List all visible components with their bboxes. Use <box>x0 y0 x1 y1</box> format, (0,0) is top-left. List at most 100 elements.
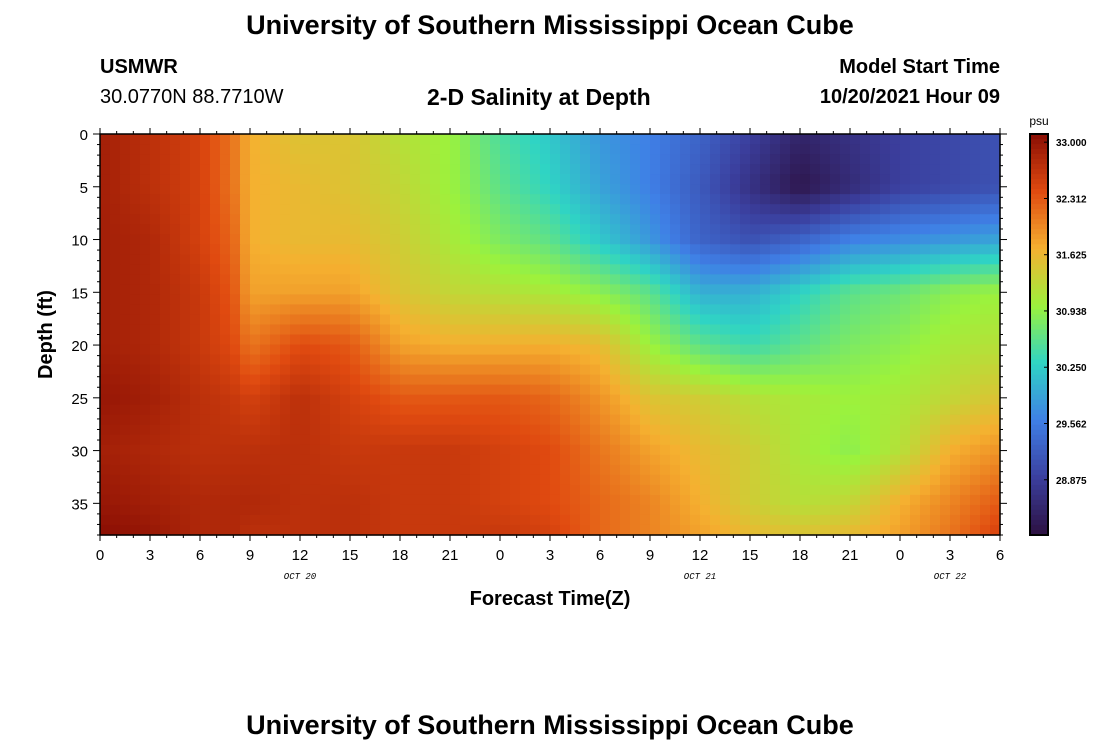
heatmap-cell <box>140 204 151 215</box>
heatmap-cell <box>800 474 811 486</box>
colorbar-segment <box>1030 454 1048 461</box>
heatmap-cell <box>130 394 141 406</box>
heatmap-cell <box>830 284 841 296</box>
heatmap-cell <box>490 174 501 185</box>
heatmap-cell <box>630 324 641 336</box>
heatmap-cell <box>740 374 751 386</box>
heatmap-cell <box>680 314 691 326</box>
heatmap-cell <box>460 164 471 175</box>
heatmap-cell <box>980 354 991 366</box>
heatmap-cell <box>820 194 831 205</box>
heatmap-cell <box>300 264 311 275</box>
heatmap-cell <box>340 504 351 516</box>
heatmap-cell <box>930 454 941 466</box>
heatmap-cell <box>510 484 521 496</box>
colorbar-segment <box>1030 359 1048 366</box>
heatmap-cell <box>690 194 701 205</box>
colorbar-segment <box>1030 244 1048 250</box>
heatmap-cell <box>410 354 421 366</box>
heatmap-cell <box>900 374 911 386</box>
heatmap-cell <box>440 164 451 175</box>
heatmap-cell <box>980 444 991 456</box>
heatmap-cell <box>890 184 901 195</box>
heatmap-cell <box>810 174 821 185</box>
heatmap-cell <box>100 524 111 536</box>
heatmap-cell <box>380 324 391 336</box>
heatmap-cell <box>200 274 211 285</box>
heatmap-cell <box>910 364 921 376</box>
heatmap-cell <box>370 264 381 275</box>
heatmap-cell <box>390 494 401 506</box>
heatmap-cell <box>200 264 211 275</box>
heatmap-cell <box>940 194 951 205</box>
heatmap-cell <box>390 464 401 476</box>
heatmap-cell <box>770 454 781 466</box>
heatmap-cell <box>760 424 771 436</box>
heatmap-cell <box>740 364 751 376</box>
heatmap-cell <box>390 504 401 516</box>
heatmap-cell <box>990 454 1001 466</box>
heatmap-cell <box>260 134 271 145</box>
heatmap-cell <box>200 474 211 486</box>
heatmap-cell <box>520 404 531 416</box>
colorbar-segment <box>1030 494 1048 501</box>
heatmap-cell <box>900 404 911 416</box>
heatmap-cell <box>270 144 281 155</box>
heatmap-cell <box>400 314 411 326</box>
heatmap-cell <box>590 254 601 265</box>
heatmap-cell <box>640 364 651 376</box>
heatmap-cell <box>220 434 231 446</box>
heatmap-cell <box>920 484 931 496</box>
heatmap-cell <box>190 144 201 155</box>
heatmap-cell <box>970 224 981 235</box>
heatmap-cell <box>700 374 711 386</box>
heatmap-cell <box>330 194 341 205</box>
heatmap-cell <box>200 144 211 155</box>
heatmap-cell <box>780 164 791 175</box>
heatmap-cell <box>910 274 921 285</box>
heatmap-cell <box>970 274 981 285</box>
heatmap-cell <box>420 434 431 446</box>
heatmap-cell <box>230 294 241 306</box>
heatmap-cell <box>320 394 331 406</box>
heatmap-cell <box>830 184 841 195</box>
heatmap-cell <box>250 504 261 516</box>
heatmap-cell <box>930 354 941 366</box>
heatmap-cell <box>310 134 321 145</box>
heatmap-cell <box>200 314 211 326</box>
heatmap-cell <box>750 434 761 446</box>
heatmap-cell <box>910 134 921 145</box>
heatmap-cell <box>690 294 701 306</box>
heatmap-cell <box>110 494 121 506</box>
heatmap-cell <box>990 494 1001 506</box>
heatmap-cell <box>250 414 261 426</box>
heatmap-cell <box>530 524 541 536</box>
heatmap-cell <box>710 244 721 255</box>
heatmap-cell <box>920 344 931 356</box>
heatmap-cell <box>220 234 231 245</box>
heatmap-cell <box>430 334 441 346</box>
heatmap-cell <box>290 274 301 285</box>
heatmap-cell <box>180 514 191 526</box>
heatmap-cell <box>290 144 301 155</box>
heatmap-cell <box>870 504 881 516</box>
heatmap-cell <box>440 184 451 195</box>
heatmap-cell <box>870 444 881 456</box>
heatmap-cell <box>300 404 311 416</box>
heatmap-cell <box>680 324 691 336</box>
heatmap-cell <box>650 344 661 356</box>
heatmap-cell <box>650 144 661 155</box>
heatmap-cell <box>360 414 371 426</box>
heatmap-cell <box>170 224 181 235</box>
heatmap-cell <box>430 374 441 386</box>
heatmap-cell <box>440 344 451 356</box>
heatmap-cell <box>150 274 161 285</box>
heatmap-cell <box>730 254 741 265</box>
heatmap-cell <box>850 414 861 426</box>
heatmap-cell <box>460 454 471 466</box>
heatmap-cell <box>450 224 461 235</box>
heatmap-cell <box>670 384 681 396</box>
heatmap-cell <box>690 244 701 255</box>
heatmap-cell <box>440 484 451 496</box>
heatmap-cell <box>860 234 871 245</box>
